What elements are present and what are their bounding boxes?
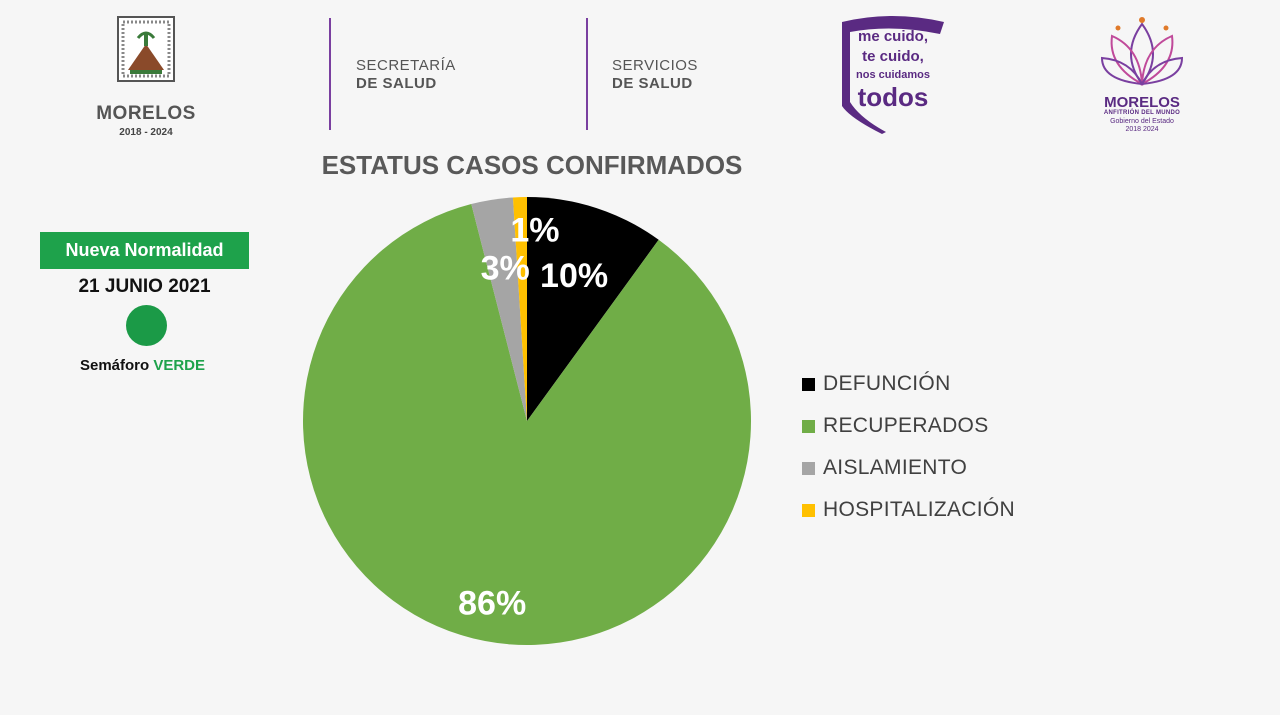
campaign-line1: me cuido,	[857, 28, 928, 45]
morelos-seal-icon	[117, 16, 175, 82]
secretaria-line2: DE SALUD	[356, 75, 437, 92]
legend-swatch	[802, 378, 815, 391]
status-date: 21 JUNIO 2021	[78, 276, 211, 297]
legend-label: HOSPITALIZACIÓN	[823, 498, 1015, 521]
traffic-light-icon	[126, 305, 167, 346]
gov-logo-subtitle: Gobierno del Estado	[1110, 118, 1174, 125]
morelos-state-logo: MORELOS 2018 - 2024	[88, 14, 204, 139]
morelos-logo-years: 2018 - 2024	[119, 127, 173, 138]
legend-swatch	[802, 462, 815, 475]
status-badge: Nueva Normalidad	[40, 232, 249, 269]
pie-slice-hospitalización	[512, 197, 527, 421]
semaforo-value: VERDE	[153, 357, 206, 374]
chart-title: ESTATUS CASOS CONFIRMADOS	[321, 150, 743, 180]
shield-icon	[842, 16, 944, 134]
semaforo-text: Semáforo VERDE	[40, 357, 245, 374]
legend-swatch	[802, 504, 815, 517]
government-logo: MORELOS ANFITRIÓN DEL MUNDO Gobierno del…	[1090, 14, 1194, 138]
pie-slice-defunción	[527, 197, 659, 421]
campaign-line2: te cuido,	[862, 48, 924, 65]
semaforo-prefix: Semáforo	[79, 357, 150, 374]
pie-data-label: 1%	[510, 211, 559, 249]
lotus-icon	[1100, 17, 1184, 86]
gov-logo-name: MORELOS	[1104, 94, 1180, 111]
campaign-line3: nos cuidamos	[856, 69, 930, 81]
header-divider	[329, 18, 331, 130]
servicios-salud-logo: SERVICIOS DE SALUD	[612, 57, 698, 93]
pie-data-label: 3%	[481, 250, 530, 288]
pie-slice-aislamiento	[471, 197, 527, 421]
campaign-logo: me cuido, te cuido, nos cuidamos todos	[836, 14, 950, 138]
morelos-logo-name: MORELOS	[96, 103, 196, 124]
legend-label: DEFUNCIÓN	[823, 372, 951, 395]
servicios-line2: DE SALUD	[612, 75, 693, 92]
servicios-line1: SERVICIOS	[612, 57, 698, 74]
legend-label: AISLAMIENTO	[823, 456, 968, 479]
pie-data-label: 10%	[540, 257, 608, 295]
gov-logo-tagline: ANFITRIÓN DEL MUNDO	[1103, 110, 1181, 116]
legend-label: RECUPERADOS	[823, 414, 989, 437]
secretaria-line1: SECRETARÍA	[356, 57, 456, 74]
secretaria-salud-logo: SECRETARÍA DE SALUD	[356, 57, 456, 93]
campaign-line4: todos	[857, 82, 929, 112]
gov-logo-years: 2018 2024	[1125, 126, 1159, 133]
legend-swatch	[802, 420, 815, 433]
pie-slice-recuperados	[303, 204, 751, 646]
pie-data-label: 86%	[458, 585, 526, 623]
header-divider	[586, 18, 588, 130]
